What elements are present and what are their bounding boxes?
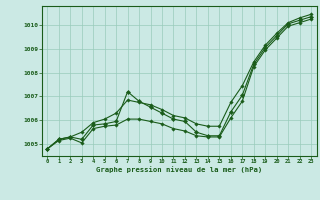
X-axis label: Graphe pression niveau de la mer (hPa): Graphe pression niveau de la mer (hPa) bbox=[96, 166, 262, 173]
